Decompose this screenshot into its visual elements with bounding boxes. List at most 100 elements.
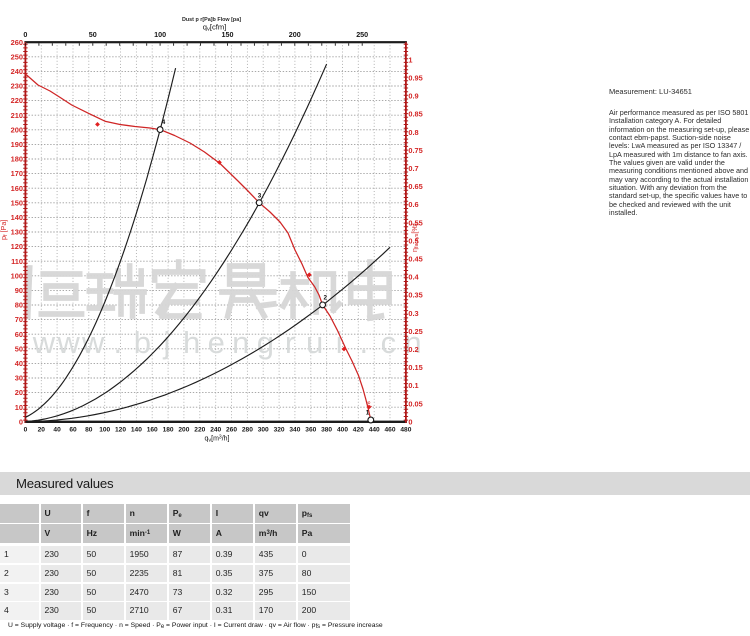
svg-text:.: .: [113, 325, 122, 360]
svg-text:250: 250: [11, 52, 23, 61]
svg-text:200: 200: [11, 125, 23, 134]
svg-text:440: 440: [369, 427, 380, 434]
svg-text:0.45: 0.45: [408, 255, 422, 264]
svg-text:j: j: [163, 325, 171, 360]
svg-text:pf [Pa]: pf [Pa]: [0, 220, 9, 240]
svg-text:260: 260: [226, 427, 237, 434]
svg-text:10: 10: [15, 403, 23, 412]
svg-text:3: 3: [258, 193, 262, 200]
svg-text:0.7: 0.7: [408, 164, 418, 173]
svg-text:100: 100: [11, 271, 23, 280]
svg-text:160: 160: [147, 427, 158, 434]
svg-text:240: 240: [210, 427, 221, 434]
svg-text:320: 320: [274, 427, 285, 434]
svg-text:c: c: [381, 325, 397, 360]
svg-text:0.5: 0.5: [408, 236, 418, 245]
svg-text:0.9: 0.9: [408, 92, 418, 101]
svg-text:0.6: 0.6: [408, 200, 418, 209]
svg-text:40: 40: [53, 427, 61, 434]
svg-text:120: 120: [115, 427, 126, 434]
svg-text:30: 30: [15, 374, 23, 383]
svg-text:200: 200: [178, 427, 189, 434]
svg-text:60: 60: [69, 427, 77, 434]
svg-text:w: w: [81, 325, 105, 360]
svg-text:ηfa,sys[%]: ηfa,sys[%]: [410, 223, 420, 252]
svg-text:0.4: 0.4: [408, 273, 419, 282]
svg-text:n: n: [232, 325, 249, 360]
svg-text:0.35: 0.35: [408, 291, 422, 300]
svg-text:20: 20: [38, 427, 46, 434]
svg-text:2: 2: [324, 294, 328, 301]
svg-text:w: w: [56, 325, 80, 360]
svg-text:100: 100: [154, 30, 166, 39]
svg-text:0.15: 0.15: [408, 363, 422, 372]
svg-text:r: r: [285, 325, 295, 360]
svg-text:0.2: 0.2: [408, 345, 418, 354]
svg-text:360: 360: [305, 427, 316, 434]
svg-text:e: e: [208, 325, 225, 360]
svg-text:140: 140: [131, 427, 142, 434]
svg-text:80: 80: [15, 301, 23, 310]
svg-text:b: b: [134, 325, 151, 360]
svg-text:220: 220: [11, 96, 23, 105]
svg-text:110: 110: [11, 257, 23, 266]
svg-text:1: 1: [366, 410, 370, 417]
svg-text:n: n: [404, 325, 421, 360]
svg-text:120: 120: [11, 242, 23, 251]
svg-text:0.05: 0.05: [408, 399, 422, 408]
svg-text:190: 190: [11, 140, 23, 149]
svg-text:180: 180: [163, 427, 174, 434]
svg-text:70: 70: [15, 315, 23, 324]
svg-text:200: 200: [289, 30, 301, 39]
svg-text:20: 20: [15, 388, 23, 397]
svg-text:180: 180: [11, 155, 23, 164]
svg-text:230: 230: [11, 82, 23, 91]
svg-text:qv[cfm]: qv[cfm]: [203, 23, 227, 33]
svg-text:0: 0: [408, 417, 412, 426]
svg-text:0.1: 0.1: [408, 381, 418, 390]
svg-text:80: 80: [85, 427, 93, 434]
svg-text:0.95: 0.95: [408, 74, 422, 83]
svg-text:0.3: 0.3: [408, 309, 418, 318]
svg-text:u: u: [306, 325, 323, 360]
svg-text:0: 0: [19, 417, 23, 426]
svg-text:.: .: [359, 325, 368, 360]
svg-text:220: 220: [194, 427, 205, 434]
svg-text:0.55: 0.55: [408, 218, 422, 227]
svg-text:150: 150: [222, 30, 234, 39]
svg-text:90: 90: [15, 286, 23, 295]
svg-text:250: 250: [356, 30, 368, 39]
svg-text:340: 340: [289, 427, 300, 434]
svg-text:50: 50: [15, 344, 23, 353]
svg-text:280: 280: [242, 427, 253, 434]
svg-text:0.85: 0.85: [408, 110, 422, 119]
svg-text:1: 1: [408, 55, 412, 64]
svg-text:100: 100: [99, 427, 110, 434]
svg-text:160: 160: [11, 184, 23, 193]
svg-text:480: 480: [400, 427, 411, 434]
svg-text:4: 4: [162, 119, 166, 126]
svg-text:g: g: [257, 325, 274, 360]
svg-text:h: h: [183, 325, 200, 360]
svg-text:0.8: 0.8: [408, 128, 418, 137]
svg-text:420: 420: [353, 427, 364, 434]
svg-text:130: 130: [11, 228, 23, 237]
svg-text:8.1: 8.1: [364, 401, 372, 410]
svg-text:Dust p r[Pa]b Flow [pa]: Dust p r[Pa]b Flow [pa]: [182, 17, 241, 23]
svg-text:0: 0: [23, 30, 27, 39]
svg-text:240: 240: [11, 67, 23, 76]
svg-text:0.65: 0.65: [408, 182, 422, 191]
svg-text:i: i: [336, 325, 343, 360]
svg-text:260: 260: [11, 38, 23, 47]
svg-text:60: 60: [15, 330, 23, 339]
svg-text:0.75: 0.75: [408, 146, 422, 155]
svg-text:460: 460: [384, 427, 395, 434]
svg-text:qv[m3/h]: qv[m3/h]: [204, 435, 229, 444]
svg-text:300: 300: [258, 427, 269, 434]
svg-text:w: w: [32, 325, 56, 360]
svg-text:0: 0: [24, 427, 28, 434]
svg-text:140: 140: [11, 213, 23, 222]
svg-text:50: 50: [89, 30, 97, 39]
svg-text:380: 380: [321, 427, 332, 434]
svg-text:170: 170: [11, 169, 23, 178]
